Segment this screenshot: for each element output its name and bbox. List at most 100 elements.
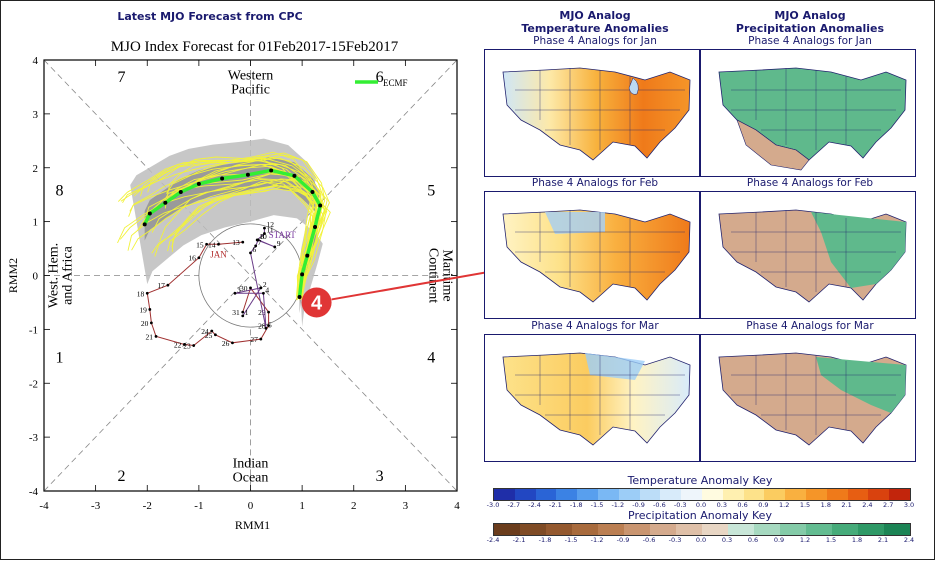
observed-point [273, 245, 277, 249]
key-tick-label: 1.2 [799, 536, 811, 544]
key-color-cell [701, 489, 723, 500]
key-tick-label: -0.9 [632, 501, 645, 509]
forecast-mean-point [300, 272, 305, 277]
key-tick-label: 2.1 [841, 501, 852, 509]
key-tick-label: 2.1 [877, 536, 889, 544]
observed-day-label: 11 [266, 225, 273, 234]
observed-day-label: 19 [139, 305, 147, 314]
y-tick-label: -3 [29, 432, 39, 444]
precip-mar-caption: Phase 4 Analogs for Mar [746, 320, 874, 332]
temp-feb-caption: Phase 4 Analogs for Feb [531, 177, 659, 189]
key-color-cell [650, 524, 676, 535]
key-color-cell [618, 489, 640, 500]
key-color-cell [858, 524, 884, 535]
observed-day-label: 30 [240, 284, 248, 293]
precipitation-key-bar [493, 523, 911, 536]
key-color-cell [535, 489, 557, 500]
observed-point [197, 256, 201, 260]
y-tick-label: 4 [33, 55, 39, 67]
key-tick-label: -2.7 [507, 501, 521, 509]
observed-day-label: 7 [258, 238, 262, 247]
observed-day-label: 16 [188, 254, 196, 263]
jan-label: JAN [210, 250, 227, 260]
region-label-line: Indian [233, 456, 269, 471]
observed-point [263, 226, 266, 230]
key-tick-label: 0.9 [758, 501, 769, 509]
observed-day-label: 22 [174, 340, 182, 349]
x-tick-label: -3 [91, 500, 101, 512]
key-color-cell [597, 489, 619, 500]
key-tick-label: 0.3 [716, 501, 727, 509]
phase-label-5: 5 [427, 182, 435, 199]
observed-day-label: 24 [201, 327, 209, 336]
precip-feb-caption: Phase 4 Analogs for Feb [746, 177, 874, 189]
key-color-cell [884, 524, 910, 535]
observed-point [259, 286, 263, 290]
key-color-cell [743, 489, 765, 500]
y-axis-label: RMM2 [6, 258, 20, 293]
ensemble-member-line [120, 159, 312, 301]
ensemble-member-line [122, 158, 312, 297]
phase-badge-label: 4 [311, 292, 323, 314]
observed-day-label: 29 [258, 308, 266, 317]
y-tick-label: 3 [33, 109, 39, 121]
forecast-mean-point [292, 173, 297, 178]
observed-point [148, 308, 152, 311]
left-header: Latest MJO Forecast from CPC [117, 10, 303, 23]
observed-point [192, 344, 196, 347]
key-color-cell [639, 489, 661, 500]
key-tick-label: -0.3 [668, 536, 682, 544]
key-tick-label: 1.8 [851, 536, 863, 544]
observed-day-label: 26 [222, 339, 230, 348]
key-color-cell [676, 524, 702, 535]
observed-day-label: 23 [183, 342, 191, 351]
y-tick-label: -1 [29, 324, 38, 336]
region-label-line: Maritime [440, 249, 455, 301]
key-color-cell [806, 524, 832, 535]
ensemble-member-line [167, 185, 331, 301]
x-tick-label: 4 [454, 500, 460, 512]
observed-day-label: 1 [245, 308, 249, 317]
key-color-cell [514, 489, 536, 500]
observed-point [166, 283, 170, 287]
forecast-mean-point [313, 225, 318, 230]
observed-day-label: 25 [205, 331, 213, 340]
key-color-cell [546, 524, 572, 535]
precip-mar-map [700, 334, 916, 462]
key-tick-label: -0.9 [616, 536, 630, 544]
observed-day-label: 5 [268, 320, 272, 329]
temp-mar-map [484, 334, 700, 462]
observed-day-label: 20 [141, 319, 149, 328]
observed-point [264, 326, 268, 330]
key-tick-label: -1.8 [538, 536, 552, 544]
region-label-line: Pacific [231, 83, 270, 98]
observed-point [145, 291, 149, 295]
precipitation-key-ticks: -2.4 -2.1 -1.8 -1.5 -1.2 -0.9 -0.6 -0.3 0.0 0.3 0.… [487, 536, 915, 546]
phase-label-6: 6 [376, 69, 384, 86]
observed-point [183, 343, 186, 346]
key-tick-label: 0.3 [721, 536, 733, 544]
observed-day-label: 13 [232, 238, 240, 247]
key-color-cell [598, 524, 624, 535]
region-label-line: Continent [426, 248, 441, 303]
key-color-cell [826, 489, 848, 500]
y-tick-label: 2 [33, 163, 39, 175]
key-tick-label: 0.6 [747, 536, 759, 544]
key-color-cell [868, 489, 890, 500]
phase-label-8: 8 [55, 182, 63, 199]
key-color-cell [889, 489, 910, 500]
key-color-cell [577, 489, 598, 500]
x-tick-label: -1 [194, 500, 203, 512]
observed-point [241, 240, 245, 244]
observed-point [255, 238, 259, 242]
observed-day-label: 6 [253, 245, 257, 254]
chart-title: MJO Index Forecast for 01Feb2017-15Feb20… [111, 39, 399, 55]
phase-label-7: 7 [117, 69, 125, 86]
observed-point [249, 286, 252, 290]
observed-point [262, 291, 265, 295]
observed-day-label: 31 [232, 308, 240, 317]
ensemble-member-line [119, 179, 314, 299]
observed-point [154, 334, 158, 338]
